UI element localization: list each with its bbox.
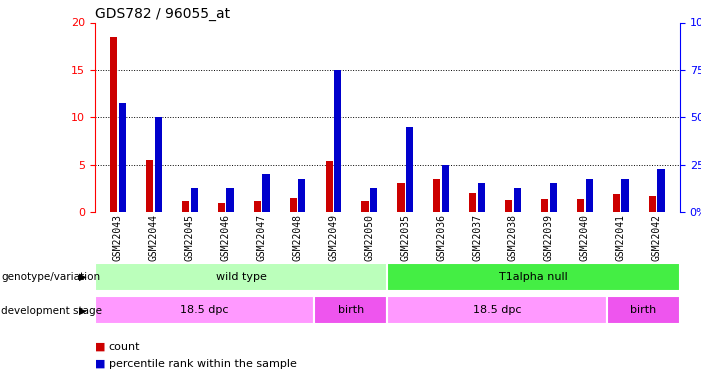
Text: GSM22048: GSM22048	[292, 214, 303, 261]
Bar	[314, 296, 387, 324]
Bar	[658, 169, 665, 212]
Text: ■: ■	[95, 359, 105, 369]
Bar	[406, 127, 413, 212]
Bar	[387, 296, 607, 324]
Text: GDS782 / 96055_at: GDS782 / 96055_at	[95, 8, 230, 21]
Bar	[585, 179, 593, 212]
Bar	[95, 262, 387, 291]
Text: ■: ■	[95, 342, 105, 352]
Bar	[370, 188, 377, 212]
Bar	[262, 174, 269, 212]
Bar	[433, 179, 440, 212]
Text: GSM22045: GSM22045	[185, 214, 195, 261]
Text: GSM22050: GSM22050	[365, 214, 374, 261]
Text: GSM22049: GSM22049	[329, 214, 339, 261]
Bar	[325, 161, 333, 212]
Text: ▶: ▶	[79, 306, 86, 315]
Bar	[387, 262, 680, 291]
Bar	[613, 194, 620, 212]
Bar	[362, 201, 369, 212]
Text: GSM22039: GSM22039	[544, 214, 554, 261]
Bar	[577, 199, 584, 212]
Text: GSM22037: GSM22037	[472, 214, 482, 261]
Text: development stage: development stage	[1, 306, 102, 315]
Bar	[514, 188, 521, 212]
Bar	[478, 183, 485, 212]
Bar	[622, 179, 629, 212]
Text: ▶: ▶	[79, 272, 86, 282]
Bar	[146, 160, 153, 212]
Bar	[550, 183, 557, 212]
Text: GSM22043: GSM22043	[113, 214, 123, 261]
Text: GSM22047: GSM22047	[257, 214, 266, 261]
Bar	[110, 37, 117, 212]
Bar	[541, 199, 548, 212]
Bar	[648, 196, 656, 212]
Bar	[218, 203, 225, 212]
Text: GSM22044: GSM22044	[149, 214, 159, 261]
Text: 18.5 dpc: 18.5 dpc	[472, 305, 522, 315]
Text: count: count	[109, 342, 140, 352]
Bar	[254, 201, 261, 212]
Text: GSM22036: GSM22036	[436, 214, 446, 261]
Text: GSM22046: GSM22046	[221, 214, 231, 261]
Text: birth: birth	[338, 305, 364, 315]
Text: T1alpha null: T1alpha null	[499, 272, 568, 282]
Bar	[469, 193, 477, 212]
Bar	[334, 70, 341, 212]
Text: birth: birth	[630, 305, 657, 315]
Text: GSM22035: GSM22035	[400, 214, 410, 261]
Bar	[182, 201, 189, 212]
Bar	[226, 188, 233, 212]
Text: GSM22041: GSM22041	[615, 214, 626, 261]
Text: genotype/variation: genotype/variation	[1, 272, 100, 282]
Text: GSM22042: GSM22042	[652, 214, 662, 261]
Bar	[191, 188, 198, 212]
Text: GSM22040: GSM22040	[580, 214, 590, 261]
Text: wild type: wild type	[215, 272, 266, 282]
Text: percentile rank within the sample: percentile rank within the sample	[109, 359, 297, 369]
Bar	[397, 183, 404, 212]
Bar	[155, 117, 162, 212]
Bar	[118, 103, 126, 212]
Text: GSM22038: GSM22038	[508, 214, 518, 261]
Bar	[442, 165, 449, 212]
Bar	[95, 296, 314, 324]
Text: 18.5 dpc: 18.5 dpc	[180, 305, 229, 315]
Bar	[607, 296, 680, 324]
Bar	[298, 179, 306, 212]
Bar	[505, 200, 512, 212]
Bar	[290, 198, 297, 212]
